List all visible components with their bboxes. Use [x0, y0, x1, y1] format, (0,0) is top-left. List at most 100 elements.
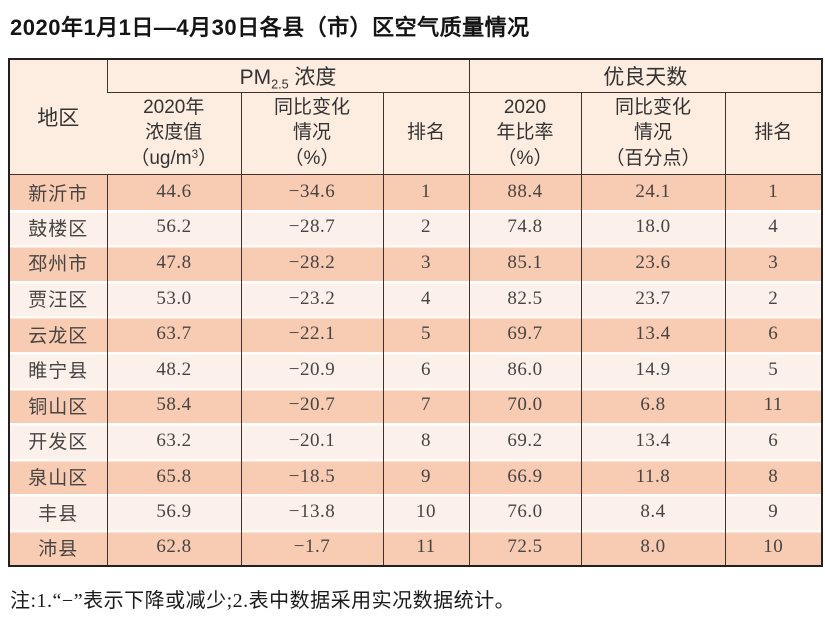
good-days-change-cell: 8.0: [580, 529, 725, 566]
pm25-change-cell: −20.1: [240, 423, 383, 459]
good-days-rank-cell: 2: [724, 280, 823, 317]
region-cell: 沛县: [9, 529, 107, 566]
pm25-rank-cell: 11: [382, 529, 469, 566]
region-cell: 鼓楼区: [9, 209, 107, 246]
pm25-change-cell: −13.8: [240, 494, 383, 530]
pm25-rank-cell: 2: [382, 209, 469, 246]
good-days-change-cell: 18.0: [580, 209, 725, 246]
table-row: 铜山区 58.4 −20.7 7 70.0 6.8 11: [9, 387, 823, 424]
good-days-rank-cell: 6: [724, 316, 823, 352]
good-days-rank-cell: 4: [724, 209, 823, 246]
header-pm25-concentration-line2: 浓度值: [145, 122, 203, 144]
header-group-pm25: PM2.5 浓度: [106, 59, 469, 93]
pm25-rank-cell: 8: [382, 423, 469, 459]
region-cell: 新沂市: [9, 174, 107, 210]
region-cell: 邳州市: [9, 245, 107, 281]
good-days-ratio-cell: 86.0: [468, 351, 581, 388]
pm25-rank-cell: 3: [382, 245, 469, 281]
good-days-change-cell: 11.8: [580, 458, 725, 495]
header-pm25-concentration: 2020年 浓度值 （ug/m3）: [107, 92, 241, 175]
header-good-days-rank: 排名: [724, 92, 823, 175]
pm25-value-cell: 53.0: [106, 280, 241, 317]
unit-close-paren: ）: [198, 147, 218, 169]
table-row: 泉山区 65.8 −18.5 9 66.9 11.8 8: [9, 458, 823, 495]
pm25-rank-cell: 9: [382, 458, 469, 495]
pm25-value-cell: 58.4: [106, 387, 241, 424]
header-good-days-change: 同比变化 情况 （百分点）: [580, 92, 725, 175]
good-days-change-cell: 8.4: [580, 494, 725, 530]
region-cell: 睢宁县: [9, 351, 107, 388]
pm25-change-cell: −20.7: [240, 387, 383, 424]
good-days-change-cell: 24.1: [580, 174, 725, 210]
table-body: 新沂市 44.6 −34.6 1 88.4 24.1 1 鼓楼区 56.2 −28.7 2 74.8 1…: [9, 174, 823, 566]
good-days-ratio-cell: 88.4: [468, 174, 581, 210]
pm25-change-cell: −1.7: [240, 529, 383, 566]
pm25-group-label-subscript: 2.5: [271, 77, 289, 92]
good-days-rank-cell: 6: [724, 423, 823, 459]
table-row: 贾汪区 53.0 −23.2 4 82.5 23.7 2: [9, 280, 823, 317]
pm25-value-cell: 63.2: [106, 423, 241, 459]
good-days-ratio-cell: 74.8: [468, 209, 581, 246]
region-cell: 铜山区: [9, 387, 107, 424]
pm25-value-cell: 56.9: [106, 494, 241, 530]
unit-open-paren: （ug/m: [130, 147, 192, 169]
good-days-change-cell: 23.7: [580, 280, 725, 317]
good-days-change-cell: 23.6: [580, 245, 725, 281]
good-days-rank-cell: 9: [724, 494, 823, 530]
good-days-rank-cell: 10: [724, 529, 823, 566]
good-days-change-cell: 13.4: [580, 423, 725, 459]
good-days-rank-cell: 3: [724, 245, 823, 281]
pm25-change-cell: −22.1: [240, 316, 383, 352]
good-days-ratio-cell: 72.5: [468, 529, 581, 566]
air-quality-table: 地区 PM2.5 浓度 优良天数 2020年 浓度值 （ug/m3） 同比变化 …: [8, 58, 824, 567]
table-row: 丰县 56.9 −13.8 10 76.0 8.4 9: [9, 494, 823, 530]
pm25-value-cell: 63.7: [106, 316, 241, 352]
good-days-ratio-cell: 76.0: [468, 494, 581, 530]
table-header: 地区 PM2.5 浓度 优良天数 2020年 浓度值 （ug/m3） 同比变化 …: [9, 59, 823, 175]
good-days-ratio-cell: 66.9: [468, 458, 581, 495]
pm25-value-cell: 44.6: [106, 174, 241, 210]
header-region: 地区: [9, 59, 107, 175]
good-days-change-cell: 6.8: [580, 387, 725, 424]
header-sub-row: 2020年 浓度值 （ug/m3） 同比变化 情况 （%） 排名 2020 年比…: [9, 92, 823, 175]
region-cell: 泉山区: [9, 458, 107, 495]
header-good-days-ratio: 2020 年比率 （%）: [468, 92, 581, 175]
good-days-rank-cell: 11: [724, 387, 823, 424]
table-row: 新沂市 44.6 −34.6 1 88.4 24.1 1: [9, 174, 823, 210]
footnote: 注:1.“−”表示下降或减少;2.表中数据采用实况数据统计。: [10, 589, 516, 612]
table-row: 开发区 63.2 −20.1 8 69.2 13.4 6: [9, 423, 823, 459]
pm25-rank-cell: 6: [382, 351, 469, 388]
good-days-ratio-cell: 82.5: [468, 280, 581, 317]
good-days-ratio-cell: 85.1: [468, 245, 581, 281]
pm25-change-cell: −18.5: [240, 458, 383, 495]
pm25-change-cell: −34.6: [240, 174, 383, 210]
good-days-ratio-cell: 69.2: [468, 423, 581, 459]
unit-superscript: 3: [191, 147, 199, 161]
good-days-rank-cell: 8: [724, 458, 823, 495]
pm25-value-cell: 47.8: [106, 245, 241, 281]
table-row: 睢宁县 48.2 −20.9 6 86.0 14.9 5: [9, 351, 823, 388]
pm25-value-cell: 56.2: [106, 209, 241, 246]
header-pm25-change: 同比变化 情况 （%）: [240, 92, 383, 175]
header-group-good-days: 优良天数: [468, 59, 823, 93]
header-group-row: 地区 PM2.5 浓度 优良天数: [9, 59, 823, 175]
header-pm25-concentration-line1: 2020年: [143, 97, 205, 119]
region-cell: 云龙区: [9, 316, 107, 352]
table-row: 沛县 62.8 −1.7 11 72.5 8.0 10: [9, 529, 823, 566]
pm25-change-cell: −20.9: [240, 351, 383, 388]
pm25-value-cell: 48.2: [106, 351, 241, 388]
good-days-rank-cell: 1: [724, 174, 823, 210]
pm25-change-cell: −28.7: [240, 209, 383, 246]
pm25-group-label-prefix: PM: [239, 65, 272, 89]
pm25-change-cell: −23.2: [240, 280, 383, 317]
region-cell: 开发区: [9, 423, 107, 459]
pm25-value-cell: 65.8: [106, 458, 241, 495]
pm25-rank-cell: 7: [382, 387, 469, 424]
pm25-value-cell: 62.8: [106, 529, 241, 566]
region-cell: 贾汪区: [9, 280, 107, 317]
good-days-ratio-cell: 69.7: [468, 316, 581, 352]
table-row: 鼓楼区 56.2 −28.7 2 74.8 18.0 4: [9, 209, 823, 246]
page-title: 2020年1月1日—4月30日各县（市）区空气质量情况: [10, 15, 530, 40]
table-row: 云龙区 63.7 −22.1 5 69.7 13.4 6: [9, 316, 823, 352]
